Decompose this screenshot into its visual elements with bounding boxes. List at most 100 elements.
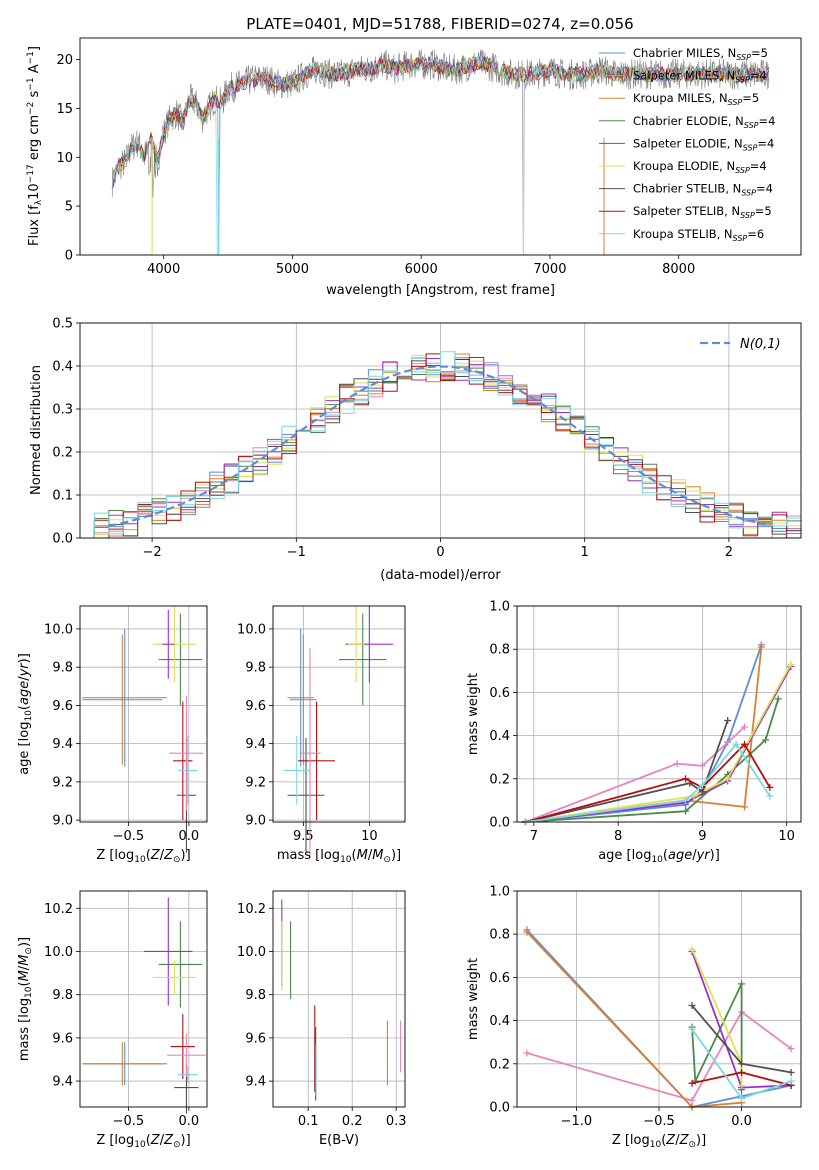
label-part: (	[17, 981, 32, 986]
legend-sub: SSP	[740, 211, 755, 220]
y-tick-label: 0.6	[489, 686, 510, 701]
y-tick-label: 9.8	[52, 661, 73, 676]
x-tick-label: −2	[143, 545, 162, 560]
axes-frame	[79, 37, 802, 256]
y-tick-label: 0.8	[489, 928, 510, 943]
axes-frame	[79, 605, 208, 823]
y-tick-label: 0.4	[489, 729, 510, 744]
label-part: 10	[134, 1140, 146, 1150]
label-part: A	[27, 64, 42, 77]
legend-entry: Salpeter STELIB, NSSP=5	[633, 204, 772, 220]
y-tick-label: 9.4	[52, 737, 73, 752]
y-tick-label: 9.4	[245, 1075, 266, 1090]
label-part: Z	[150, 1133, 161, 1148]
y-tick-label: 15	[56, 102, 73, 117]
mass-vs-ebv-chart: 0.1 0.2 0.3 9.4 9.6 9.8 10.0 10.2 E(B-V)	[237, 890, 407, 1148]
legend-tail: =5	[751, 46, 768, 60]
y-tick-label: 0.4	[52, 360, 73, 375]
weight-series-line	[525, 646, 763, 823]
x-tick-label: 9	[698, 829, 706, 844]
y-axis-label: Normed distribution	[29, 365, 44, 495]
label-part: )]	[391, 848, 401, 863]
label-part: /	[368, 848, 373, 863]
legend-entry: Kroupa STELIB, NSSP=6	[633, 227, 764, 243]
y-tick-label: 0.0	[52, 532, 73, 547]
label-part: M	[357, 848, 368, 863]
weight-series-line	[525, 698, 780, 823]
label-part: mass [log	[17, 998, 32, 1061]
y-tick-label: 9.8	[245, 988, 266, 1003]
label-part: ⊙	[173, 855, 181, 865]
label-part: M	[372, 848, 383, 863]
label-part: −2	[26, 102, 36, 115]
legend-tail: =4	[750, 69, 767, 83]
y-axis-label: mass [log10(M/M⊙)]	[17, 937, 34, 1061]
label-part: (	[146, 1133, 151, 1148]
label-part: −1	[26, 51, 36, 64]
x-tick-label: 0	[436, 545, 444, 560]
y-tick-label: 9.8	[52, 988, 73, 1003]
label-part: M	[17, 970, 32, 981]
label-part: ]	[27, 46, 42, 51]
y-tick-label: 10.0	[44, 622, 73, 637]
x-tick-label: 1	[581, 545, 589, 560]
y-tick-label: 0.3	[52, 403, 73, 418]
x-tick-label: 7000	[533, 262, 566, 277]
axes-frame	[79, 322, 802, 539]
label-part: 10	[134, 855, 146, 865]
legend-text: Kroupa STELIB, N	[633, 227, 733, 241]
y-tick-label: 0.0	[489, 816, 510, 831]
y-tick-label: 0.5	[52, 317, 73, 332]
axes-frame	[272, 890, 406, 1108]
spectrum-model-line	[111, 56, 770, 190]
x-tick-label: −0.5	[113, 829, 145, 844]
legend-text: Chabrier STELIB, N	[633, 182, 741, 196]
label-part: 10	[650, 1140, 662, 1150]
label-part: /	[675, 1133, 680, 1148]
legend-entry: Chabrier MILES, NSSP=5	[633, 46, 768, 62]
axes-frame	[516, 605, 802, 823]
label-part: /	[160, 848, 165, 863]
y-tick-label: 5	[65, 200, 73, 215]
y-tick-label: 0.4	[489, 1014, 510, 1029]
y-tick-label: 9.6	[52, 699, 73, 714]
y-tick-label: 9.0	[52, 814, 73, 829]
x-tick-label: 8000	[662, 262, 695, 277]
label-part: −1	[26, 77, 36, 90]
label-part: age [log	[17, 722, 32, 775]
label-part: )]	[696, 1133, 706, 1148]
label-part: ⊙	[24, 947, 34, 955]
label-part: ⊙	[383, 855, 391, 865]
legend-tail: =5	[755, 204, 772, 218]
x-tick-label: 6000	[405, 262, 438, 277]
label-part: )]	[17, 653, 32, 663]
label-part: Z [log	[612, 1133, 650, 1148]
axes-frame	[272, 605, 406, 823]
label-part: 10	[27, 183, 42, 200]
label-part: Z	[150, 848, 161, 863]
legend-entry: Chabrier ELODIE, NSSP=4	[633, 114, 775, 130]
label-part: age	[668, 848, 692, 863]
legend-sub: SSP	[743, 143, 758, 152]
legend-sub: SSP	[735, 166, 750, 175]
weight-series-line	[691, 983, 743, 1090]
x-axis-label: Z [log10(Z/Z⊙)]	[612, 1133, 706, 1150]
x-tick-label: 7	[530, 829, 538, 844]
y-tick-label: 10	[56, 151, 73, 166]
weight-series-line	[526, 931, 742, 1108]
legend-entry: Chabrier STELIB, NSSP=4	[633, 182, 773, 198]
label-part: )]	[181, 1133, 191, 1148]
label-part: 10	[24, 710, 34, 722]
y-tick-label: 0.2	[489, 772, 510, 787]
legend-text: Salpeter MILES, N	[633, 69, 735, 83]
weight-series-line	[525, 726, 746, 823]
spectrum-model-line	[111, 55, 770, 255]
label-part: (	[146, 848, 151, 863]
x-tick-label: 0.0	[179, 1114, 200, 1129]
legend-entry: Kroupa MILES, NSSP=5	[633, 91, 759, 107]
y-tick-label: 0.2	[52, 446, 73, 461]
x-axis-label: Z [log10(Z/Z⊙)]	[96, 848, 190, 865]
y-tick-label: 10.0	[237, 945, 266, 960]
